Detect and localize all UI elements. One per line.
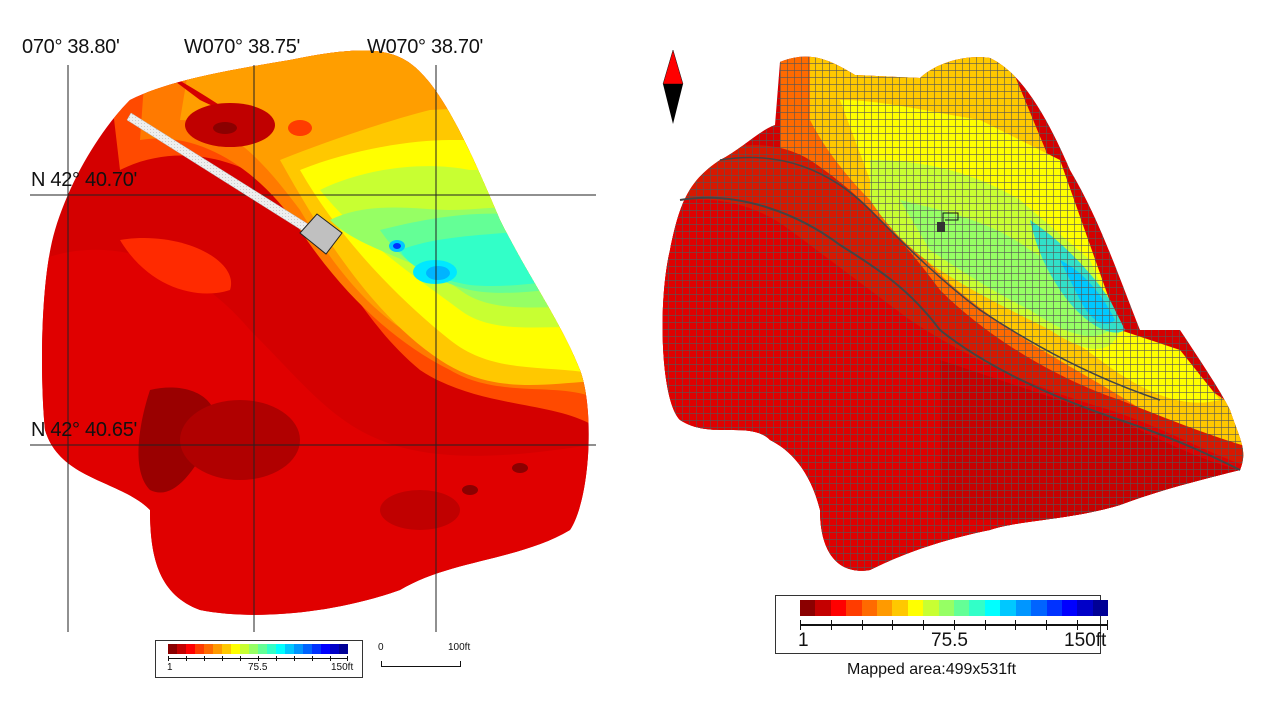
legend-mid: 75.5 — [931, 630, 968, 651]
longitude-label: W070° 38.70' — [367, 36, 484, 58]
scale-bar: 0 100ft — [378, 642, 488, 672]
north-arrow-icon — [662, 49, 684, 124]
legend-max: 150ft — [331, 662, 354, 673]
legend-min: 1 — [167, 662, 173, 673]
depth-color-legend: 1 75.5 150ft — [155, 640, 363, 678]
color-scale-bar — [800, 600, 1109, 616]
longitude-label: W070° 38.75' — [184, 36, 301, 58]
scale-end: 100ft — [448, 642, 471, 653]
legend-mid: 75.5 — [248, 662, 268, 673]
scale-start: 0 — [378, 642, 384, 653]
left-contour-map: 070° 38.80' W070° 38.75' W070° 38.70' N … — [0, 0, 620, 720]
3d-mesh-surface — [662, 56, 1244, 571]
latitude-label: N 42° 40.70' — [31, 169, 138, 191]
legend-min: 1 — [798, 630, 809, 651]
right-3d-surface-map: 1 75.5 150ft Mapped area:499x531ft — [640, 0, 1280, 720]
longitude-label: 070° 38.80' — [22, 36, 120, 58]
bathymetry-contour-plot — [30, 50, 596, 632]
pier-marker — [937, 212, 959, 232]
latitude-label: N 42° 40.65' — [31, 419, 138, 441]
pier-structure — [126, 112, 343, 255]
mapped-area-caption: Mapped area:499x531ft — [847, 661, 1017, 678]
legend-max: 150ft — [1064, 630, 1107, 651]
depth-color-legend: 1 75.5 150ft — [775, 595, 1109, 654]
color-scale-bar — [168, 644, 348, 654]
